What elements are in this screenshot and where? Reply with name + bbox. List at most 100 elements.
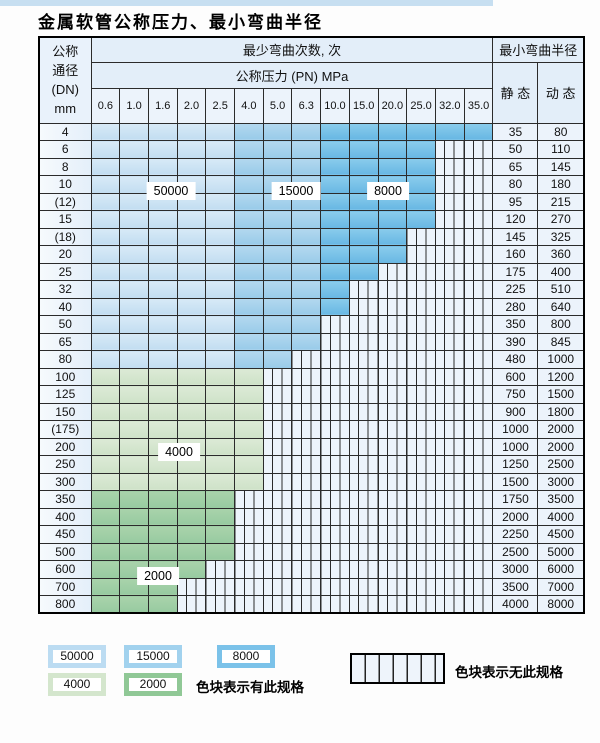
spec-cell (90, 472, 121, 491)
spec-cell (90, 490, 121, 509)
spec-cell (119, 297, 149, 316)
no-spec-cell (377, 367, 408, 386)
spec-cell (147, 297, 178, 316)
dynamic-value-cell: 3000 (537, 472, 585, 491)
spec-cell (320, 245, 350, 264)
dynamic-value-cell: 215 (537, 192, 585, 211)
dn-cell: 20 (38, 245, 92, 264)
no-spec-cell (463, 140, 494, 159)
no-spec-cell (234, 507, 264, 526)
no-spec-cell (291, 472, 322, 491)
spec-cell (205, 245, 236, 264)
no-spec-cell (406, 385, 436, 404)
spec-cell (291, 210, 322, 229)
spec-cell (205, 140, 236, 159)
static-value-cell: 900 (492, 402, 539, 421)
spec-cell (147, 122, 178, 141)
region-label-4000: 4000 (158, 443, 200, 461)
no-spec-cell (377, 595, 408, 614)
dn-cell: (12) (38, 192, 92, 211)
region-label-15000: 15000 (271, 182, 321, 200)
spec-cell (234, 210, 264, 229)
spec-cell (262, 140, 293, 159)
spec-cell (147, 542, 178, 561)
no-spec-cell (434, 175, 465, 194)
spec-cell (205, 175, 236, 194)
spec-cell (90, 577, 121, 596)
dynamic-value-cell: 5000 (537, 542, 585, 561)
spec-cell (377, 245, 408, 264)
no-spec-cell (176, 577, 207, 596)
legend-swatch-8000: 8000 (217, 645, 275, 668)
no-spec-cell (377, 280, 408, 299)
spec-cell (234, 122, 264, 141)
spec-cell (434, 122, 465, 141)
spec-cell (176, 507, 207, 526)
spec-cell (348, 227, 379, 246)
dynamic-value-cell: 2500 (537, 455, 585, 474)
no-spec-cell (434, 245, 465, 264)
no-spec-cell (262, 367, 293, 386)
no-spec-cell (291, 507, 322, 526)
spec-cell (90, 192, 121, 211)
no-spec-cell (406, 437, 436, 456)
no-spec-cell (377, 315, 408, 334)
spec-cell (176, 280, 207, 299)
spec-cell (205, 122, 236, 141)
spec-cell (234, 245, 264, 264)
no-spec-cell (291, 455, 322, 474)
spec-cell (147, 227, 178, 246)
spec-cell (176, 122, 207, 141)
no-spec-cell (463, 245, 494, 264)
spec-cell (262, 227, 293, 246)
no-spec-cell (406, 332, 436, 351)
no-spec-cell (205, 560, 236, 579)
no-spec-cell (406, 472, 436, 491)
spec-cell (147, 507, 178, 526)
pressure-value-header: 5.0 (262, 87, 293, 124)
pressure-value-header: 2.0 (176, 87, 207, 124)
static-value-cell: 2000 (492, 507, 539, 526)
spec-cell (262, 332, 293, 351)
dynamic-value-cell: 800 (537, 315, 585, 334)
table-row: 6 50 110 (38, 140, 585, 159)
spec-cell (291, 140, 322, 159)
dn-cell: 300 (38, 472, 92, 491)
spec-cell (320, 297, 350, 316)
pressure-value-header: 4.0 (234, 87, 264, 124)
spec-cell (119, 437, 149, 456)
spec-cell (176, 542, 207, 561)
table-cell: 公称 通径 (DN) mm 最少弯曲次数, 次最小弯曲半径 (38, 36, 585, 124)
spec-cell (234, 420, 264, 439)
no-spec-cell (262, 560, 293, 579)
no-spec-cell (377, 297, 408, 316)
no-spec-cell (463, 262, 494, 281)
no-spec-cell (463, 472, 494, 491)
no-spec-cell (434, 402, 465, 421)
spec-cell (147, 245, 178, 264)
dn-cell: (18) (38, 227, 92, 246)
no-spec-cell (434, 420, 465, 439)
static-value-cell: 95 (492, 192, 539, 211)
no-spec-cell (320, 595, 350, 614)
spec-cell (90, 315, 121, 334)
table-row: 65 390 845 (38, 332, 585, 351)
dn-cell: 4 (38, 122, 92, 141)
spec-cell (205, 542, 236, 561)
no-spec-cell (463, 542, 494, 561)
spec-cell (205, 297, 236, 316)
table-row: 8 65 145 (38, 157, 585, 176)
spec-cell (176, 210, 207, 229)
dynamic-value-cell: 7000 (537, 577, 585, 596)
static-value-cell: 3000 (492, 560, 539, 579)
no-spec-cell (320, 490, 350, 509)
dn-header-line: (DN) (51, 82, 79, 98)
no-spec-cell (205, 577, 236, 596)
table-row: 150 900 1800 (38, 402, 585, 421)
spec-cell (147, 402, 178, 421)
spec-cell (119, 245, 149, 264)
pressure-value-header: 20.0 (377, 87, 408, 124)
no-spec-cell (348, 385, 379, 404)
static-value-cell: 145 (492, 227, 539, 246)
spec-cell (234, 455, 264, 474)
